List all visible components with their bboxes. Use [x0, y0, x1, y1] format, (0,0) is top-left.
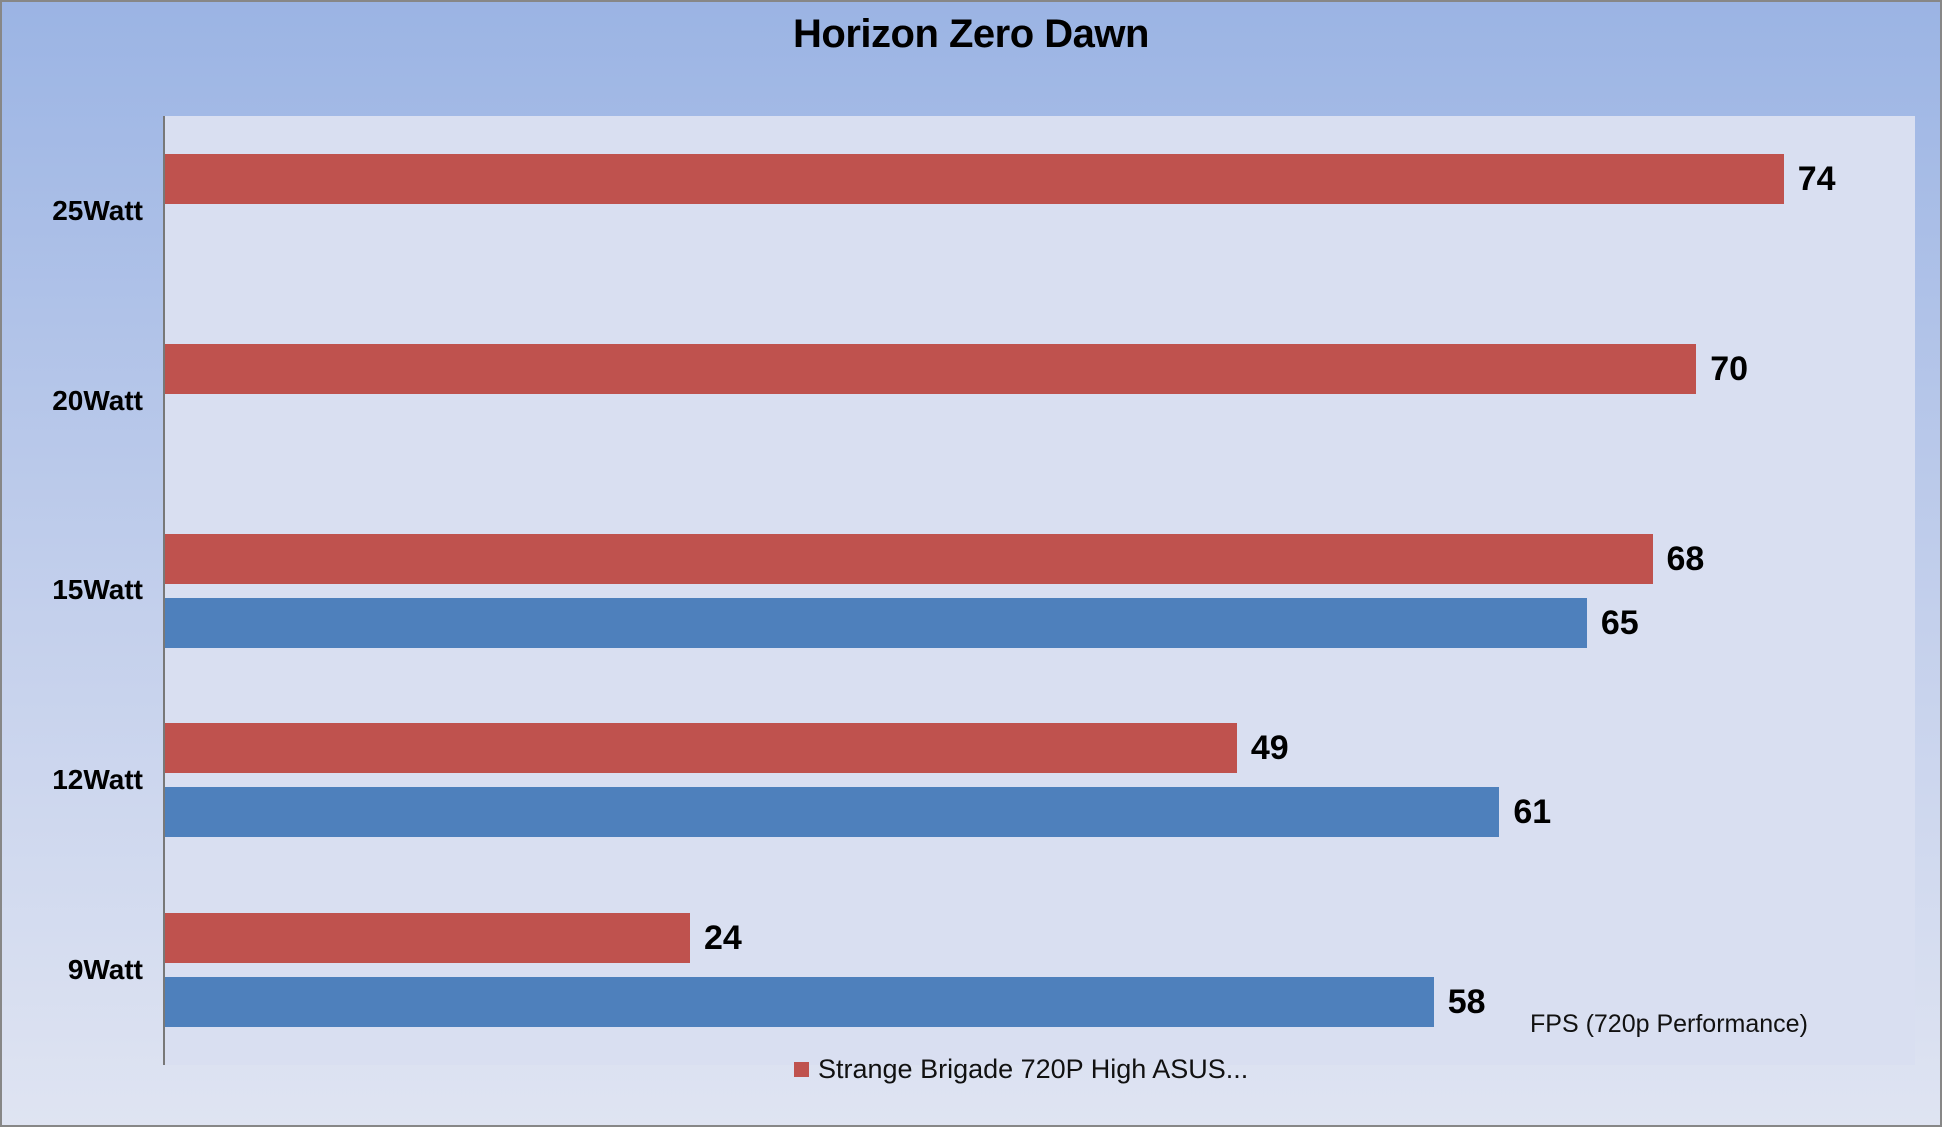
- chart-title: Horizon Zero Dawn: [793, 12, 1149, 56]
- bar-red-25watt: [165, 153, 1784, 204]
- value-label-blue-15watt: 65: [1600, 603, 1639, 642]
- value-label-red-25watt: 74: [1797, 159, 1836, 198]
- bar-blue-12watt: [165, 787, 1500, 838]
- value-label-blue-12watt: 61: [1513, 793, 1552, 832]
- value-label-red-15watt: 68: [1666, 539, 1705, 578]
- category-label-25watt: 25Watt: [52, 194, 143, 226]
- value-label-red-9watt: 24: [704, 919, 742, 958]
- value-label-red-12watt: 49: [1250, 729, 1289, 768]
- legend-label: Strange Brigade 720P High ASUS...: [818, 1053, 1249, 1084]
- x-axis-note: FPS (720p Performance): [1530, 1010, 1808, 1038]
- category-label-15watt: 15Watt: [52, 574, 143, 606]
- bar-red-12watt: [165, 723, 1237, 774]
- category-label-20watt: 20Watt: [52, 384, 143, 416]
- bar-red-20watt: [165, 343, 1697, 394]
- bar-blue-15watt: [165, 597, 1587, 648]
- legend-color-swatch: [794, 1061, 809, 1077]
- plot-area: 74 70 68 65 49 61 24 58: [163, 116, 1915, 1065]
- bar-red-9watt: [165, 913, 690, 964]
- y-axis-labels: 25Watt 20Watt 15Watt 12Watt 9Watt: [2, 116, 143, 1065]
- category-label-9watt: 9Watt: [67, 954, 143, 986]
- value-label-red-20watt: 70: [1710, 349, 1749, 388]
- bar-red-15watt: [165, 533, 1653, 584]
- legend: Strange Brigade 720P High ASUS...: [794, 1052, 1248, 1086]
- value-label-blue-9watt: 58: [1447, 983, 1486, 1022]
- bar-blue-9watt: [165, 977, 1434, 1028]
- category-label-12watt: 12Watt: [52, 764, 143, 796]
